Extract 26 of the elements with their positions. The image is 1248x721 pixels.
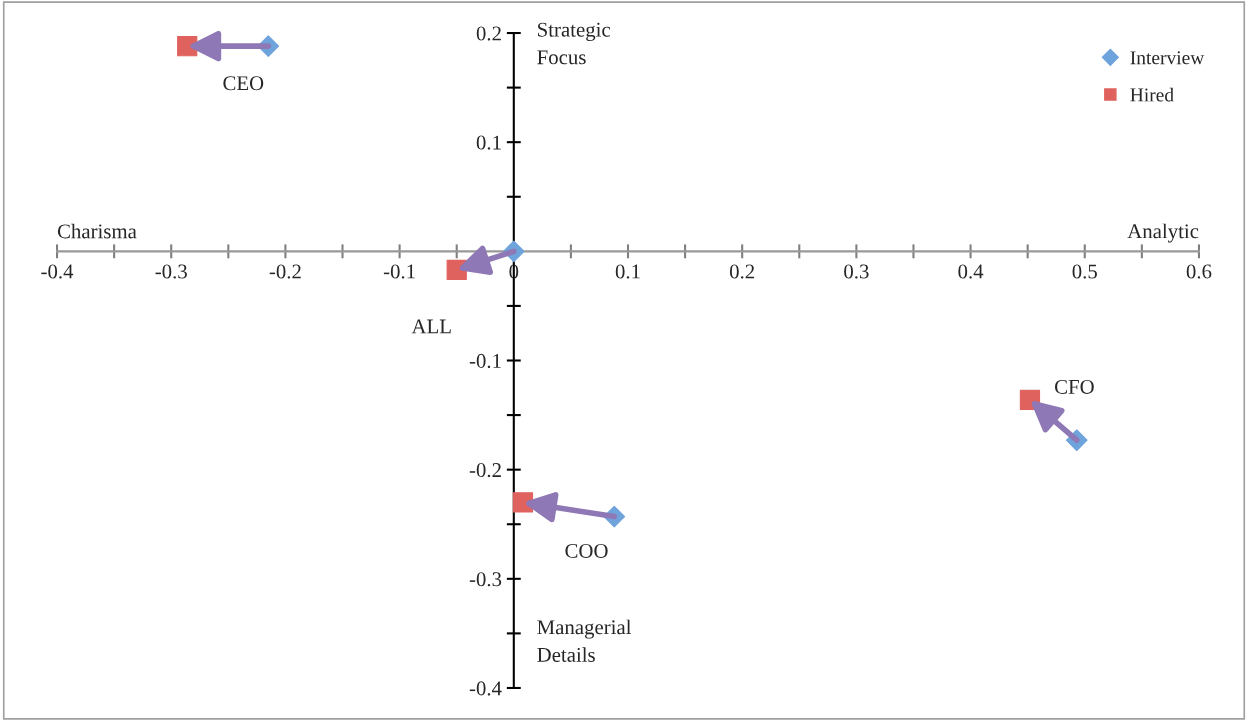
x-tick-label: -0.4	[41, 264, 74, 279]
annotation: COO	[565, 543, 608, 558]
annotation: Charisma	[57, 223, 137, 239]
legend-label: Hired	[1130, 87, 1174, 102]
annotation: CEO	[223, 76, 264, 91]
x-tick-label: -0.1	[383, 264, 415, 279]
x-tick-label: -0.2	[269, 264, 301, 279]
x-tick-label: 0.4	[958, 264, 984, 279]
x-tick-label: 0.1	[615, 264, 640, 279]
annotation: Strategic Focus	[537, 22, 611, 65]
y-tick-label: -0.1	[469, 353, 501, 369]
x-tick-label: -0.3	[155, 264, 187, 279]
y-tick-label: 0.2	[476, 26, 501, 41]
y-tick-label: -0.2	[469, 463, 501, 478]
x-tick-label: 0.5	[1072, 264, 1097, 279]
x-tick-label: 0.2	[729, 264, 755, 279]
annotation: Managerial Details	[537, 619, 632, 662]
annotation: Analytic	[1127, 223, 1199, 243]
x-tick-label: 0.6	[1186, 264, 1212, 279]
y-tick-label: 0.1	[476, 135, 501, 150]
annotation: ALL	[411, 319, 451, 334]
y-tick-label: -0.4	[469, 681, 502, 696]
x-tick-label: 0.3	[844, 264, 869, 279]
annotation: CFO	[1054, 379, 1094, 394]
legend-label: Interview	[1130, 51, 1205, 65]
y-tick-label: -0.3	[469, 572, 502, 587]
